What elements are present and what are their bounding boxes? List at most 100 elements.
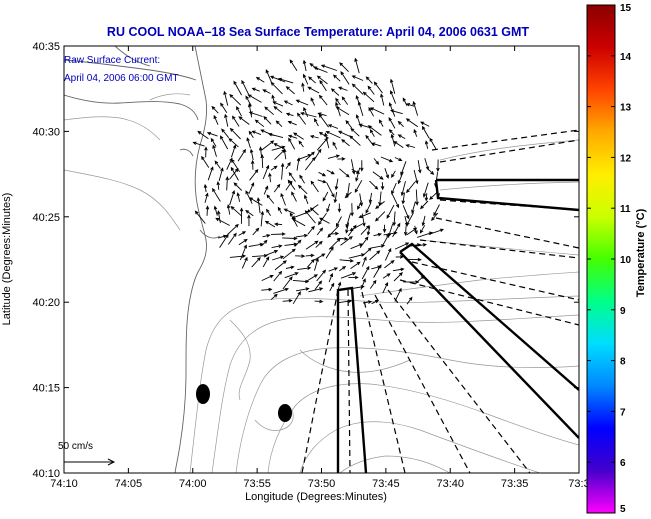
current-vector xyxy=(241,79,250,95)
x-tick-label: 73:35 xyxy=(501,478,529,490)
current-vector xyxy=(204,146,208,158)
colorbar-tick-label: 11 xyxy=(620,204,631,215)
current-vector xyxy=(285,161,291,169)
current-vector xyxy=(309,134,319,139)
current-vector xyxy=(226,204,231,215)
current-vector xyxy=(197,130,209,140)
current-vector xyxy=(298,140,304,148)
current-vector xyxy=(221,128,230,138)
current-vector xyxy=(288,171,296,182)
current-vector xyxy=(268,172,272,183)
current-vector xyxy=(229,167,239,180)
current-vector xyxy=(273,105,283,114)
current-vector xyxy=(369,279,377,289)
current-vector xyxy=(326,182,335,198)
current-vector xyxy=(247,94,262,103)
current-vector xyxy=(318,94,328,106)
current-vector xyxy=(373,264,382,278)
current-vector xyxy=(319,79,327,92)
current-vector xyxy=(419,225,426,234)
current-vector xyxy=(327,225,340,238)
current-vector xyxy=(339,259,355,263)
current-vector xyxy=(329,231,340,236)
x-tick-label: 73:50 xyxy=(308,478,336,490)
current-vector xyxy=(360,225,370,235)
current-vector xyxy=(339,62,349,73)
current-vector xyxy=(350,261,361,269)
current-vector xyxy=(318,113,329,128)
current-vector xyxy=(433,204,440,217)
current-vector xyxy=(269,75,286,83)
current-vector xyxy=(223,90,229,106)
current-vector xyxy=(368,192,373,204)
current-vector xyxy=(280,162,285,180)
current-vector xyxy=(374,211,386,222)
current-vector xyxy=(435,181,441,198)
current-vector xyxy=(211,105,219,114)
current-vector xyxy=(357,200,363,210)
current-vector xyxy=(265,69,272,83)
current-vector xyxy=(313,118,319,127)
current-vector xyxy=(367,85,375,95)
current-vector xyxy=(271,244,283,249)
current-vector xyxy=(297,184,308,195)
current-vector xyxy=(275,120,283,128)
current-vector xyxy=(429,137,437,150)
current-vector xyxy=(246,137,251,149)
current-vector xyxy=(301,82,305,92)
current-vector xyxy=(282,248,296,260)
current-vector xyxy=(391,182,397,195)
current-vector xyxy=(389,78,396,94)
current-vector xyxy=(282,236,298,241)
current-vector xyxy=(389,90,397,104)
current-vector xyxy=(214,160,221,169)
current-vector xyxy=(305,151,315,161)
current-vector xyxy=(261,274,274,282)
current-vector xyxy=(229,93,242,106)
current-vector xyxy=(307,86,320,94)
current-vector xyxy=(332,74,341,82)
current-vector xyxy=(264,106,274,116)
current-vector xyxy=(405,118,419,128)
current-vector xyxy=(231,158,240,172)
current-vector xyxy=(251,130,262,136)
current-vector xyxy=(304,210,316,224)
current-vector xyxy=(373,232,383,237)
current-vector xyxy=(285,265,295,270)
current-vector xyxy=(327,124,339,129)
current-vector xyxy=(213,205,218,216)
current-vector xyxy=(413,128,418,137)
current-vector xyxy=(296,287,310,292)
current-vector xyxy=(287,120,297,126)
current-vector xyxy=(421,215,426,227)
current-vector xyxy=(365,202,372,214)
current-vector xyxy=(287,179,296,190)
current-vector xyxy=(236,192,241,202)
current-vector xyxy=(288,137,296,150)
current-vector xyxy=(384,247,392,261)
current-vector xyxy=(302,73,309,85)
current-vector xyxy=(330,88,340,96)
current-vector xyxy=(369,107,385,115)
current-vector xyxy=(362,91,375,103)
x-tick-label: 73:55 xyxy=(243,478,271,490)
current-vector xyxy=(247,214,251,227)
current-vector xyxy=(292,279,310,284)
plot-area xyxy=(64,46,579,473)
current-vector xyxy=(358,123,373,129)
current-vector xyxy=(277,206,283,214)
current-vector xyxy=(365,76,373,84)
current-vector xyxy=(362,300,373,304)
current-vector xyxy=(405,103,415,107)
current-vector xyxy=(263,115,272,125)
current-vector xyxy=(317,179,327,184)
current-vector xyxy=(419,200,429,210)
current-vector xyxy=(345,119,353,129)
current-vector xyxy=(431,212,439,221)
current-vector xyxy=(282,298,293,303)
current-vector xyxy=(427,168,435,175)
current-vector xyxy=(291,218,306,227)
current-vector xyxy=(318,131,329,139)
current-vector xyxy=(335,97,341,106)
current-vector xyxy=(215,217,230,226)
